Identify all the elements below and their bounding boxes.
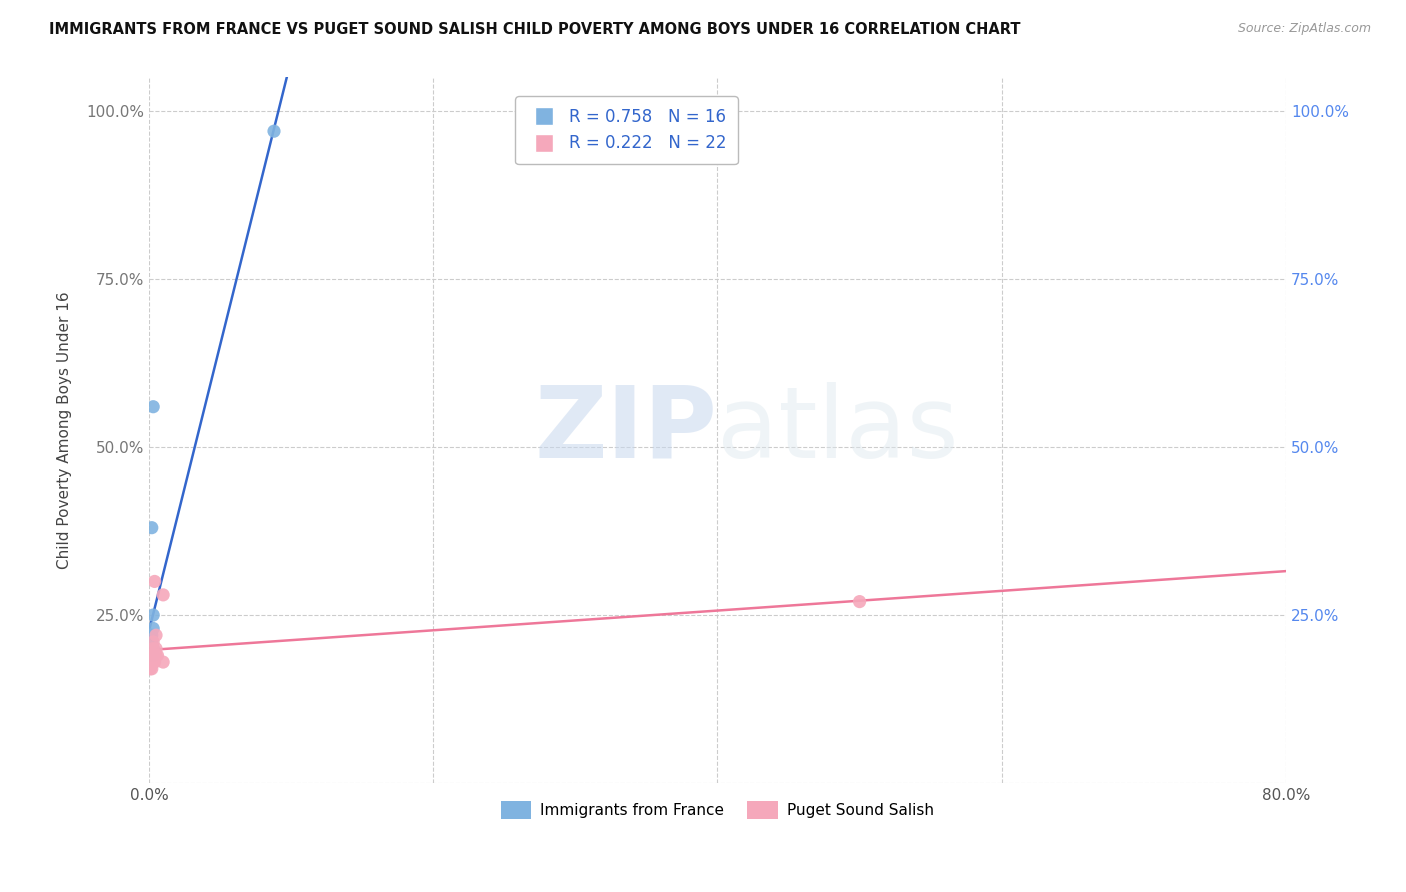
Text: ZIP: ZIP [534, 382, 717, 479]
Point [142, 655, 165, 669]
Point [152, 655, 174, 669]
Point [141, 648, 163, 663]
Point [141, 641, 163, 656]
Point [141, 635, 163, 649]
Point [142, 400, 165, 414]
Point [139, 662, 162, 676]
Point [141, 628, 163, 642]
Point [848, 594, 870, 608]
Point [142, 608, 165, 623]
Point [263, 124, 285, 138]
Point [139, 648, 162, 663]
Point [141, 521, 163, 535]
Point [139, 635, 162, 649]
Point [145, 648, 167, 663]
Point [139, 628, 162, 642]
Point [139, 655, 162, 669]
Point [146, 648, 169, 663]
Point [139, 648, 162, 663]
Point [143, 655, 166, 669]
Point [141, 655, 163, 669]
Point [145, 641, 167, 656]
Point [139, 641, 162, 656]
Point [142, 635, 165, 649]
Text: atlas: atlas [717, 382, 959, 479]
Point [142, 648, 165, 663]
Text: Source: ZipAtlas.com: Source: ZipAtlas.com [1237, 22, 1371, 36]
Point [142, 622, 165, 636]
Point [152, 588, 174, 602]
Point [143, 574, 166, 589]
Point [142, 648, 165, 663]
Point [142, 648, 165, 663]
Point [145, 628, 167, 642]
Point [142, 641, 165, 656]
Point [143, 648, 166, 663]
Y-axis label: Child Poverty Among Boys Under 16: Child Poverty Among Boys Under 16 [58, 292, 72, 569]
Point [142, 641, 165, 656]
Point [141, 648, 163, 663]
Point [141, 662, 163, 676]
Point [139, 641, 162, 656]
Point [143, 648, 166, 663]
Text: IMMIGRANTS FROM FRANCE VS PUGET SOUND SALISH CHILD POVERTY AMONG BOYS UNDER 16 C: IMMIGRANTS FROM FRANCE VS PUGET SOUND SA… [49, 22, 1021, 37]
Legend: Immigrants from France, Puget Sound Salish: Immigrants from France, Puget Sound Sali… [495, 795, 941, 825]
